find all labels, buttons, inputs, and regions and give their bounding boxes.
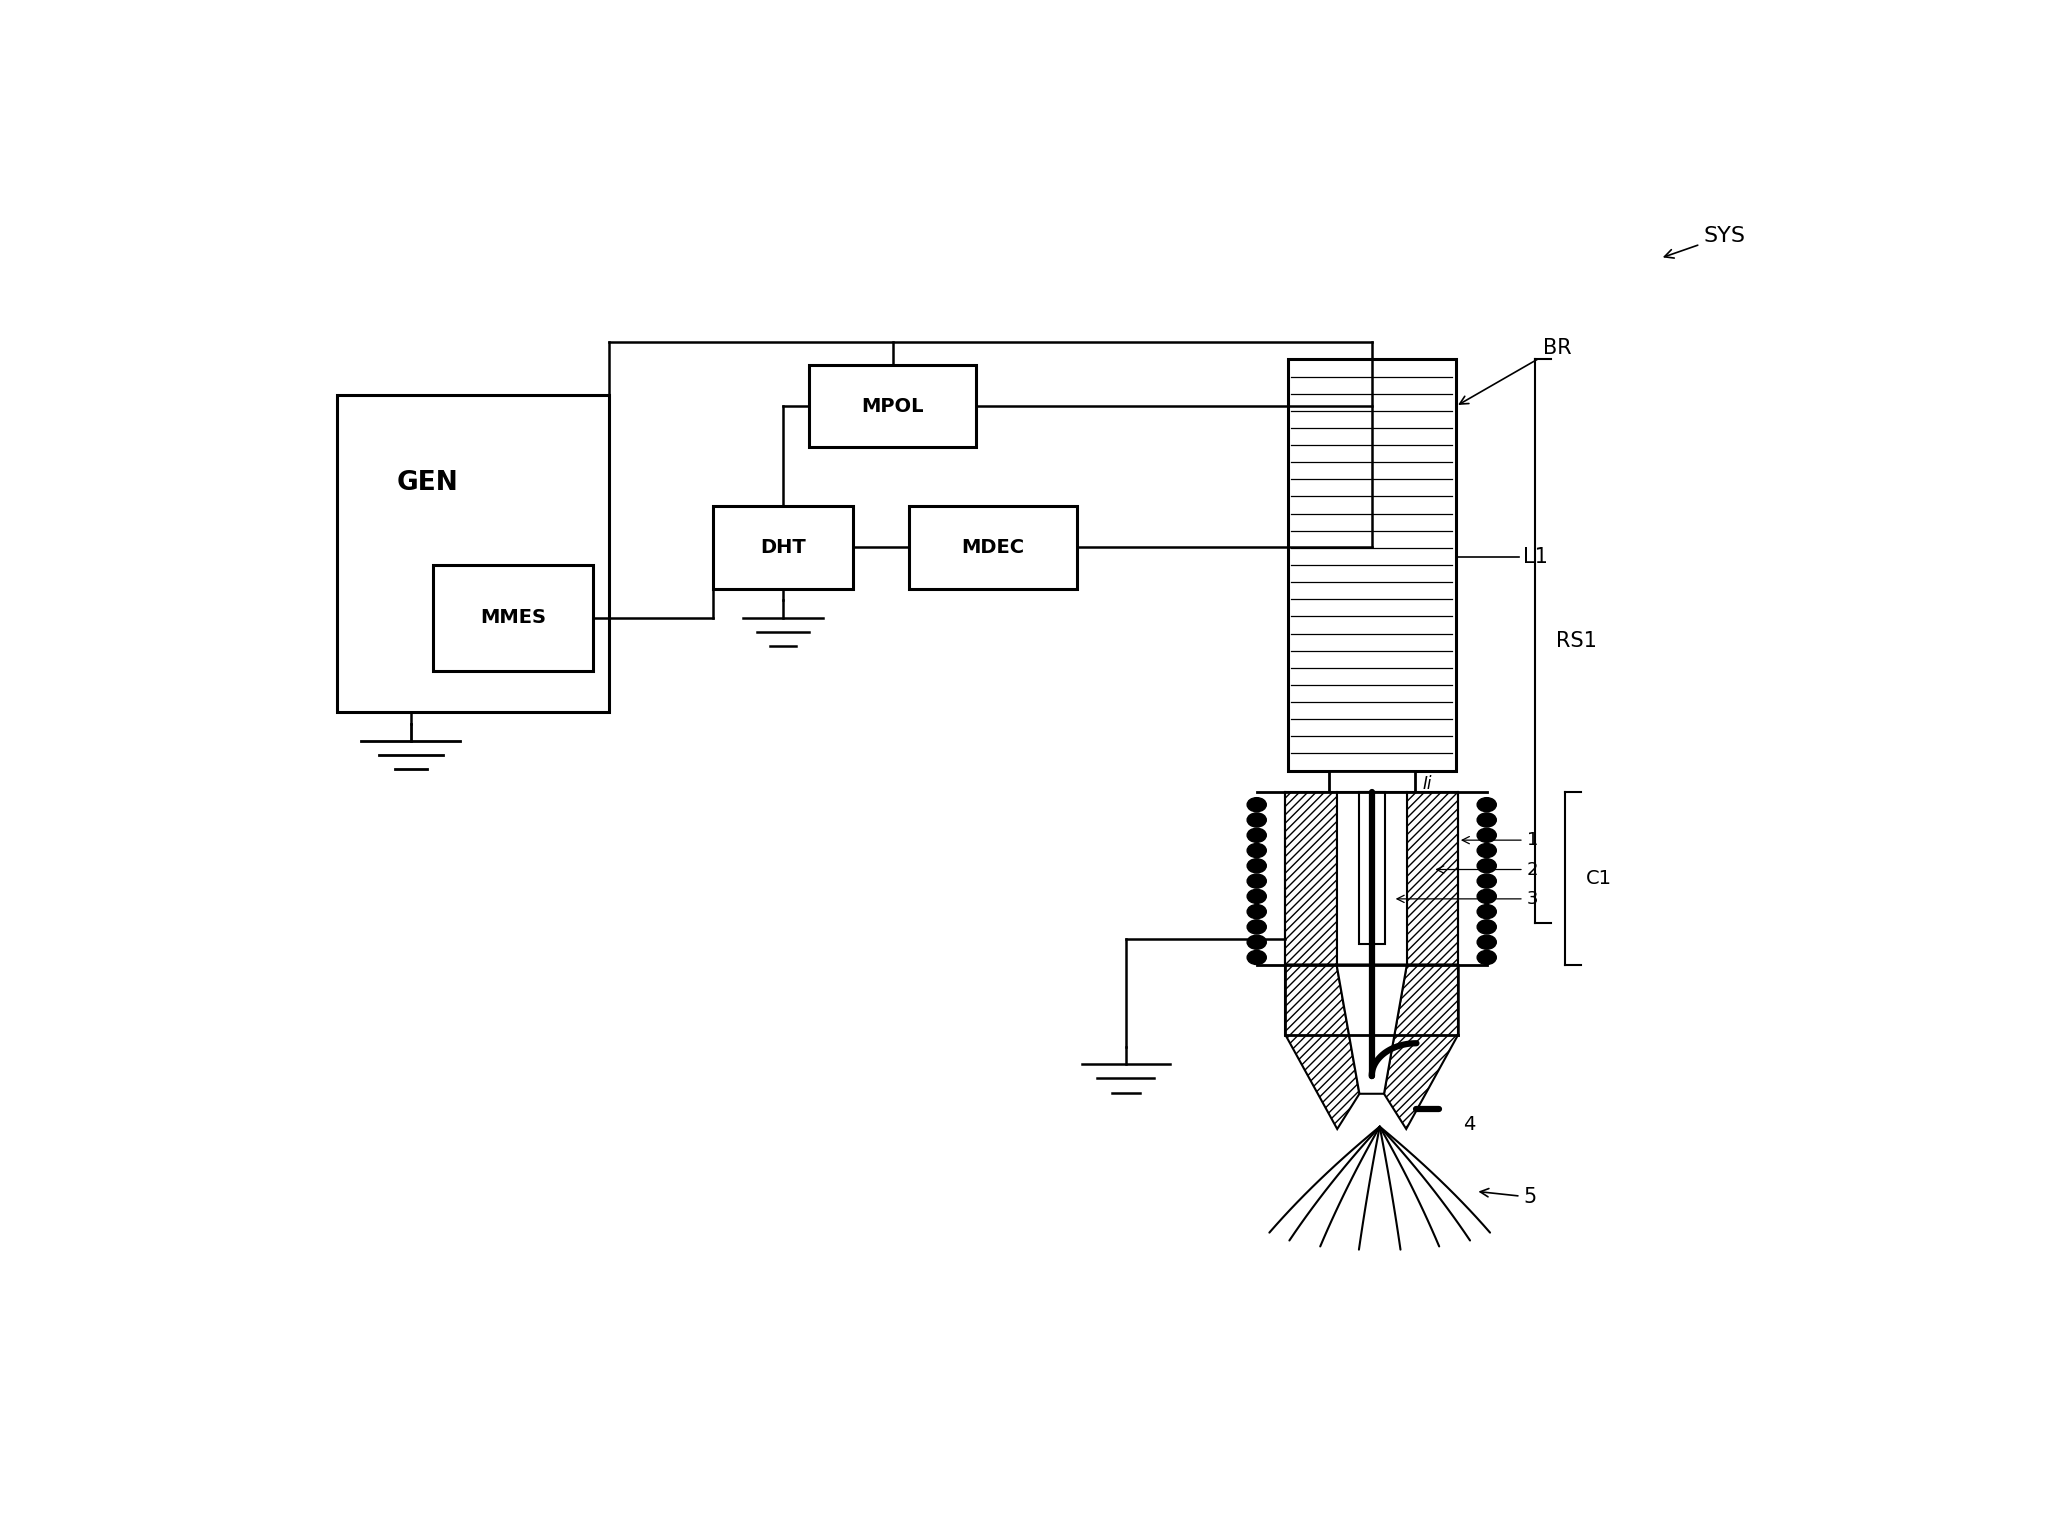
Circle shape [1247, 813, 1265, 827]
Bar [909, 507, 1078, 589]
Circle shape [1478, 859, 1496, 873]
Circle shape [1247, 874, 1265, 888]
Circle shape [1247, 829, 1265, 842]
Bar [1408, 792, 1457, 964]
Polygon shape [1338, 964, 1408, 1094]
Text: RS1: RS1 [1556, 632, 1597, 652]
Bar [1338, 792, 1408, 964]
Polygon shape [1385, 964, 1457, 1129]
Circle shape [1478, 829, 1496, 842]
Bar [808, 365, 977, 447]
Text: 4: 4 [1463, 1116, 1476, 1134]
Text: 1: 1 [1461, 832, 1538, 848]
Circle shape [1478, 920, 1496, 934]
Text: SYS: SYS [1665, 226, 1746, 258]
Circle shape [1247, 951, 1265, 964]
Bar [433, 565, 594, 671]
Bar [1286, 964, 1338, 1035]
Text: 2: 2 [1437, 861, 1538, 879]
Text: 3: 3 [1397, 890, 1538, 908]
Bar [1358, 792, 1385, 943]
Circle shape [1478, 798, 1496, 812]
Circle shape [1247, 905, 1265, 919]
Circle shape [1478, 874, 1496, 888]
Text: BR: BR [1459, 337, 1573, 404]
Circle shape [1478, 844, 1496, 858]
Circle shape [1247, 798, 1265, 812]
Bar [1288, 359, 1455, 771]
Text: MMES: MMES [480, 609, 546, 627]
Circle shape [1478, 935, 1496, 949]
Text: 5: 5 [1480, 1187, 1538, 1207]
Text: GEN: GEN [396, 470, 458, 496]
Text: MDEC: MDEC [962, 537, 1024, 557]
Circle shape [1247, 844, 1265, 858]
Circle shape [1478, 951, 1496, 964]
Text: Ii: Ii [1422, 775, 1432, 794]
Polygon shape [1286, 964, 1360, 1129]
Text: L1: L1 [1523, 546, 1548, 566]
Circle shape [1478, 905, 1496, 919]
Bar [1286, 792, 1338, 964]
Text: C1: C1 [1585, 868, 1612, 888]
Circle shape [1478, 813, 1496, 827]
Bar [1329, 771, 1414, 792]
Bar [1257, 792, 1486, 964]
Bar [1408, 964, 1457, 1035]
Circle shape [1247, 890, 1265, 903]
Bar [713, 507, 853, 589]
Text: MPOL: MPOL [861, 397, 923, 417]
Circle shape [1247, 920, 1265, 934]
Circle shape [1247, 935, 1265, 949]
Bar [338, 395, 610, 711]
Text: DHT: DHT [761, 537, 806, 557]
Circle shape [1247, 859, 1265, 873]
Circle shape [1478, 890, 1496, 903]
